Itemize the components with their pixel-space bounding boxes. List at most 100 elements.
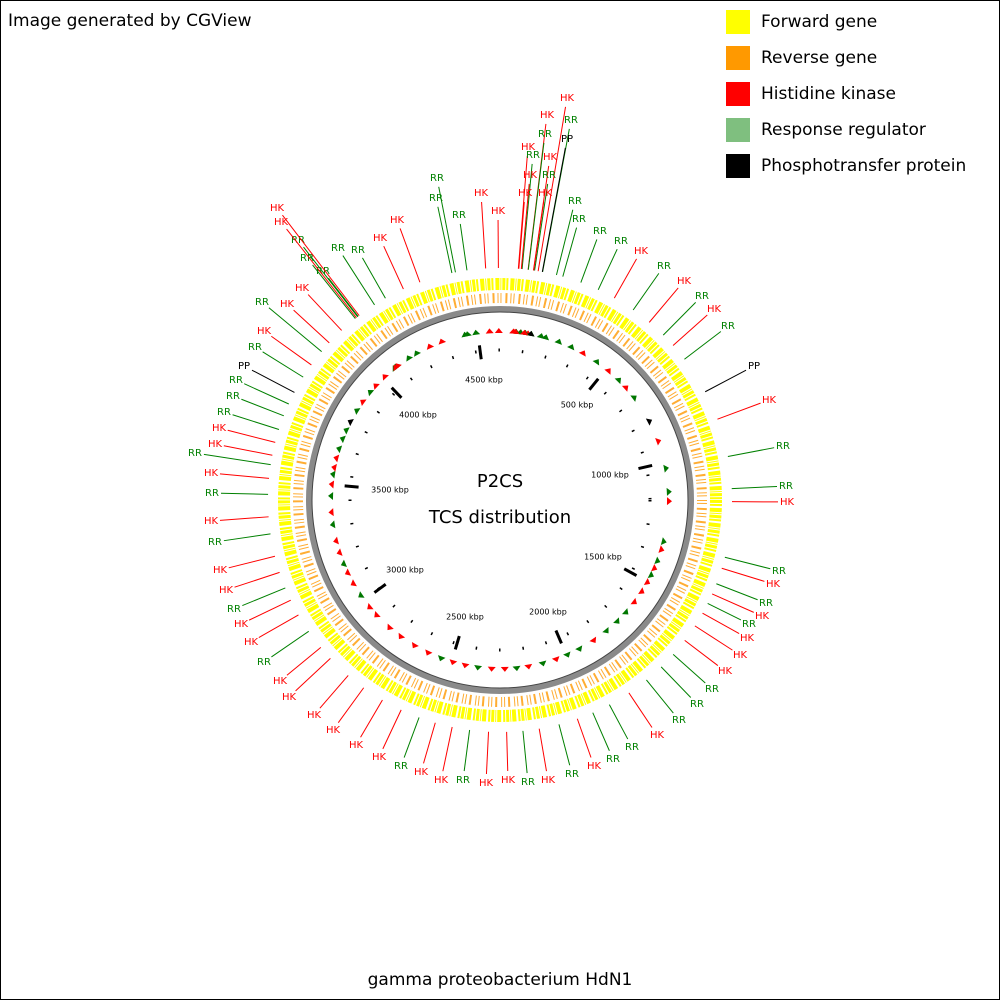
feature-connector bbox=[662, 302, 697, 336]
feature-marker bbox=[485, 328, 494, 334]
feature-label: RR bbox=[300, 253, 314, 264]
feature-connector bbox=[268, 307, 322, 353]
feature-marker bbox=[655, 438, 662, 446]
center-title: P2CS bbox=[477, 471, 523, 492]
feature-marker bbox=[339, 435, 346, 444]
scale-label: 2000 kbp bbox=[529, 608, 567, 617]
feature-connector bbox=[541, 147, 566, 272]
scale-tick bbox=[554, 629, 563, 644]
feature-label: HK bbox=[677, 276, 692, 287]
feature-marker bbox=[333, 536, 339, 545]
feature-connector bbox=[282, 214, 360, 316]
feature-label: HK bbox=[307, 710, 322, 721]
feature-connector bbox=[293, 309, 330, 344]
feature-marker bbox=[367, 603, 374, 610]
legend-label: Response regulator bbox=[761, 120, 926, 140]
scale-tick bbox=[588, 377, 600, 391]
feature-label: HK bbox=[434, 775, 449, 786]
header-title: Image generated by CGView bbox=[8, 11, 252, 31]
feature-marker bbox=[630, 395, 637, 402]
feature-marker bbox=[589, 636, 597, 644]
feature-marker bbox=[541, 334, 550, 341]
feature-connector bbox=[485, 731, 490, 775]
legend-label: Reverse gene bbox=[761, 48, 877, 68]
feature-connector bbox=[724, 556, 771, 570]
scale-dots bbox=[348, 348, 652, 652]
feature-connector bbox=[522, 730, 528, 774]
feature-connector bbox=[717, 402, 761, 420]
feature-marker bbox=[621, 385, 629, 392]
feature-connector bbox=[223, 445, 273, 456]
feature-label: HK bbox=[474, 188, 489, 199]
backbone-edge bbox=[311, 311, 689, 689]
feature-label: HK bbox=[208, 439, 223, 450]
feature-connector bbox=[243, 383, 290, 405]
feature-connector bbox=[632, 273, 660, 311]
feature-marker bbox=[438, 655, 446, 662]
feature-connector bbox=[328, 277, 359, 317]
feature-connector bbox=[271, 630, 310, 658]
feature-marker bbox=[512, 665, 521, 672]
feature-connector bbox=[727, 447, 775, 458]
feature-label: RR bbox=[690, 699, 704, 710]
feature-connector bbox=[360, 699, 383, 738]
feature-marker bbox=[438, 338, 447, 345]
feature-label: RR bbox=[208, 537, 222, 548]
feature-label: RR bbox=[248, 342, 262, 353]
feature-connector bbox=[731, 485, 778, 490]
footer: gamma proteobacterium HdN1 bbox=[368, 970, 633, 990]
scale-tick bbox=[390, 386, 403, 399]
feature-connector bbox=[558, 724, 571, 766]
feature-connector bbox=[580, 239, 598, 283]
feature-label: HK bbox=[282, 692, 297, 703]
feature-label: RR bbox=[721, 321, 735, 332]
feature-connector bbox=[242, 587, 286, 607]
feature-label: HK bbox=[491, 206, 506, 217]
feature-label: HK bbox=[270, 203, 285, 214]
feature-label: RR bbox=[564, 115, 578, 126]
feature-label: RR bbox=[430, 173, 444, 184]
feature-connector bbox=[646, 679, 674, 714]
feature-label: RR bbox=[521, 777, 535, 788]
scale-label: 3000 kbp bbox=[386, 566, 424, 575]
feature-marker bbox=[414, 350, 421, 357]
feature-marker bbox=[660, 537, 667, 546]
feature-label: RR bbox=[351, 245, 365, 256]
scale-label: 1000 kbp bbox=[591, 471, 629, 480]
feature-connector bbox=[716, 583, 758, 601]
feature-connector bbox=[337, 687, 365, 724]
feature-label: HK bbox=[372, 752, 387, 763]
feature-marker bbox=[330, 470, 336, 479]
feature-connector bbox=[203, 453, 271, 466]
feature-marker bbox=[592, 359, 600, 366]
feature-connector bbox=[219, 473, 270, 479]
feature-connector bbox=[711, 593, 754, 613]
feature-marker bbox=[344, 568, 352, 576]
feature-marker bbox=[360, 399, 367, 407]
legend-swatch bbox=[726, 82, 750, 106]
feature-label: HK bbox=[518, 188, 533, 199]
feature-label: HK bbox=[650, 730, 665, 741]
scale-tick bbox=[453, 635, 461, 650]
feature-connector bbox=[286, 228, 357, 319]
feature-label: RR bbox=[776, 441, 790, 452]
feature-marker bbox=[604, 368, 611, 375]
feature-connector bbox=[228, 555, 276, 569]
feature-label: RR bbox=[572, 214, 586, 225]
feature-label: HK bbox=[257, 326, 272, 337]
feature-connector bbox=[660, 666, 692, 698]
feature-connector bbox=[517, 155, 528, 269]
feature-marker bbox=[328, 480, 335, 489]
feature-connector bbox=[319, 675, 349, 709]
feature-label: HK bbox=[543, 152, 558, 163]
feature-marker bbox=[347, 419, 354, 427]
feature-label: RR bbox=[772, 566, 786, 577]
feature-connector bbox=[248, 599, 291, 621]
feature-connector bbox=[459, 223, 468, 271]
feature-marker bbox=[630, 597, 637, 605]
feature-connector bbox=[592, 712, 610, 751]
feature-label: RR bbox=[759, 598, 773, 609]
feature-marker bbox=[613, 617, 620, 624]
feature-connector bbox=[362, 257, 386, 299]
